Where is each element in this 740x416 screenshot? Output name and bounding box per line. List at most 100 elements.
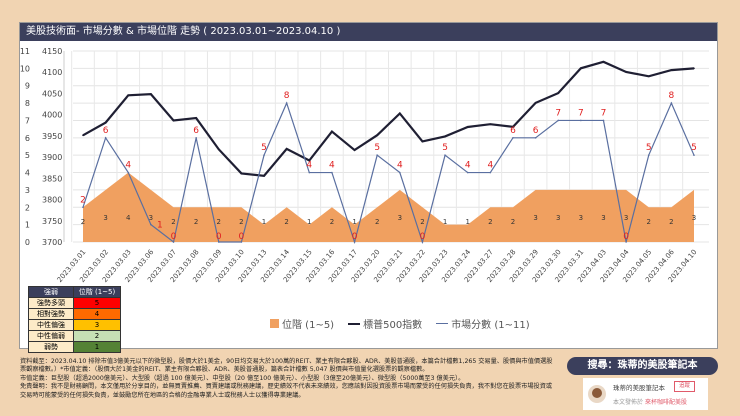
score-data-label: 8 xyxy=(284,91,290,101)
score-point xyxy=(512,137,514,139)
author-name: 珠蒂的美股筆記本 xyxy=(613,384,665,392)
score-point xyxy=(285,102,288,104)
position-data-label: 2 xyxy=(194,218,198,226)
position-data-label: 1 xyxy=(443,218,447,226)
position-data-label: 2 xyxy=(171,218,175,226)
sp500-point xyxy=(444,135,446,138)
score-data-label: 4 xyxy=(397,161,403,171)
position-data-label: 2 xyxy=(511,218,515,226)
sp500-tick-label: 3750 xyxy=(42,217,62,226)
footnote-cap-definition: 市值定義：巨型股（超過2000億美元）、大型股（超過 100 億美元）、中型股（… xyxy=(20,374,465,382)
position-data-label: 3 xyxy=(692,214,696,222)
score-tick-label: 5 xyxy=(25,151,30,160)
score-data-label: 0 xyxy=(420,232,426,242)
score-point xyxy=(693,154,695,156)
position-legend-table: 強弱 位階 (1~5) 強勢多頭 5 相對強勢 4 中性偏強 3 中性偏弱 2 弱勢 1 xyxy=(28,286,121,353)
score-point xyxy=(217,241,220,243)
score-tick-label: 9 xyxy=(25,82,30,91)
sp500-point xyxy=(217,148,220,151)
sp500-point xyxy=(331,130,333,133)
sp500-point xyxy=(127,94,130,97)
author-card: 珠蒂的美股筆記本 追蹤 本文發佈於 來杯咖啡配美股 xyxy=(583,378,708,410)
sp500-point xyxy=(376,134,378,137)
row-label: 相對強勢 xyxy=(28,308,74,320)
score-point xyxy=(263,154,265,156)
sp500-point xyxy=(580,67,582,70)
score-data-label: 0 xyxy=(623,232,629,242)
footnote-data-source: 資料截至：2023.04.10 排除市值3億美元以下的微型股，股價大於1美金，9… xyxy=(20,358,553,374)
score-data-label: 7 xyxy=(578,108,584,118)
position-data-label: 3 xyxy=(103,214,107,222)
score-data-label: 6 xyxy=(193,126,199,136)
score-point xyxy=(534,137,537,139)
score-point xyxy=(647,154,650,156)
sp500-point xyxy=(172,119,175,122)
published-source-link[interactable]: 來杯咖啡配美股 xyxy=(644,399,687,406)
sp500-point xyxy=(285,148,288,150)
score-tick-label: 2 xyxy=(25,203,30,212)
score-data-label: 2 xyxy=(80,195,86,205)
avatar xyxy=(588,385,606,403)
score-tick-label: 0 xyxy=(25,238,30,247)
published-info: 本文發佈於 來杯咖啡配美股 xyxy=(613,397,687,406)
legend-label: 標普500指數 xyxy=(363,320,423,331)
score-data-label: 1 xyxy=(157,221,163,231)
sp500-line xyxy=(82,60,695,178)
sp500-point xyxy=(489,123,492,126)
score-point xyxy=(240,241,243,243)
sp500-point xyxy=(195,117,197,119)
sp500-point xyxy=(308,159,311,162)
position-data-label: 2 xyxy=(669,218,673,226)
score-data-label: 7 xyxy=(601,108,607,118)
table-row: 中性偏強 3 xyxy=(28,319,121,331)
score-data-label: 8 xyxy=(669,91,675,101)
sp500-point xyxy=(399,112,401,115)
row-value: 2 xyxy=(73,330,121,342)
position-data-label: 3 xyxy=(398,214,402,222)
row-value: 4 xyxy=(73,308,121,320)
score-data-label: 5 xyxy=(691,143,697,153)
score-tick-label: 11 xyxy=(20,47,30,56)
score-data-label: 0 xyxy=(216,232,222,242)
sp500-point xyxy=(421,140,424,143)
sp500-point xyxy=(602,61,605,63)
score-data-label: 0 xyxy=(352,232,358,242)
sp500-tick-label: 3850 xyxy=(42,174,62,183)
row-label: 中性偏弱 xyxy=(28,330,74,342)
sp500-point xyxy=(557,92,560,94)
score-data-label: 4 xyxy=(465,161,471,171)
score-tick-label: 1 xyxy=(25,221,30,230)
sp500-tick-label: 3900 xyxy=(42,153,62,162)
score-data-label: 6 xyxy=(533,126,539,136)
line-swatch-icon xyxy=(348,322,361,325)
score-point xyxy=(625,241,627,243)
score-point xyxy=(331,171,333,174)
score-point xyxy=(580,119,582,122)
sp500-tick-label: 4100 xyxy=(42,68,62,77)
score-point xyxy=(557,119,560,122)
position-data-label: 2 xyxy=(375,218,379,226)
position-data-label: 2 xyxy=(488,218,492,226)
score-data-label: 4 xyxy=(329,161,335,171)
sp500-point xyxy=(693,67,695,70)
chart-legend: 位階 (1~5) 標普500指數 市場分數 (1~11) xyxy=(270,316,530,331)
sp500-point xyxy=(150,93,152,95)
sp500-tick-label: 4150 xyxy=(42,47,62,56)
position-data-label: 4 xyxy=(126,214,131,222)
table-row: 強勢多頭 5 xyxy=(28,297,121,309)
footnote-disclaimer: 免責聲明：我不是財務顧問，本文僅用於分享目的，並無買賣推薦、買賣建議或稅務建議，… xyxy=(20,383,553,399)
score-point xyxy=(150,223,152,226)
position-data-label: 2 xyxy=(284,218,288,226)
position-data-label: 1 xyxy=(352,218,356,226)
position-data-label: 2 xyxy=(81,218,85,226)
position-data-label: 2 xyxy=(647,218,651,226)
position-data-label: 2 xyxy=(239,218,243,226)
sp500-tick-label: 3950 xyxy=(42,132,62,141)
follow-button[interactable]: 追蹤 xyxy=(674,381,696,392)
table-header: 強弱 xyxy=(28,286,74,298)
legend-label: 市場分數 (1~11) xyxy=(451,320,530,331)
legend-item-position: 位階 (1~5) xyxy=(270,316,334,331)
chart-title: 美股技術面- 市場分數 & 市場位階 走勢 ( 2023.03.01~2023.… xyxy=(20,23,717,41)
sp500-point xyxy=(263,175,265,177)
score-point xyxy=(353,241,356,243)
